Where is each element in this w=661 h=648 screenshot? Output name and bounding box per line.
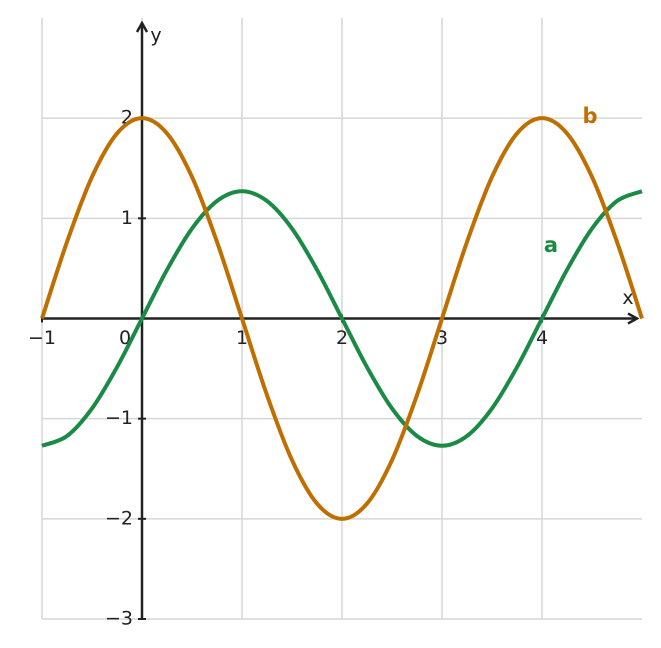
curve	[40, 116, 644, 521]
y-tick-label: 1	[121, 207, 133, 229]
y-axis-label: y	[150, 25, 161, 47]
x-tick-label: 4	[536, 327, 548, 349]
curves: ab	[40, 104, 644, 521]
x-tick-label: 2	[336, 327, 348, 349]
y-tick-label: −2	[105, 507, 133, 529]
x-tick-label: −1	[28, 327, 56, 349]
curve-label: a	[544, 233, 558, 257]
x-axis-label: x	[622, 287, 633, 309]
curve	[41, 189, 643, 448]
y-tick-label: −3	[105, 608, 133, 630]
y-tick-label: −1	[105, 407, 133, 429]
curve-label: b	[582, 104, 597, 128]
